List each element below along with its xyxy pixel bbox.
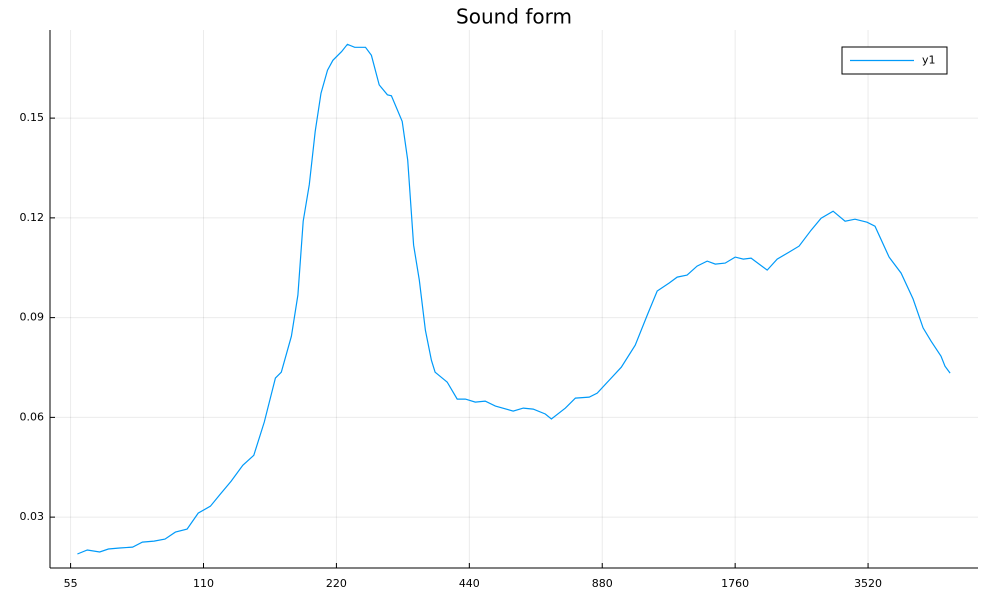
chart-title: Sound form bbox=[456, 5, 572, 29]
legend-label: y1 bbox=[922, 54, 936, 67]
x-tick-label: 3520 bbox=[854, 577, 882, 590]
y-tick-label: 0.06 bbox=[20, 410, 45, 423]
x-tick-label: 440 bbox=[459, 577, 480, 590]
x-tick-label: 220 bbox=[326, 577, 347, 590]
y-tick-label: 0.09 bbox=[20, 311, 45, 324]
x-tick-label: 880 bbox=[592, 577, 613, 590]
x-tick-label: 55 bbox=[64, 577, 78, 590]
x-tick-label: 110 bbox=[193, 577, 214, 590]
x-tick-label: 1760 bbox=[721, 577, 749, 590]
y-tick-label: 0.15 bbox=[20, 111, 45, 124]
y-tick-label: 0.12 bbox=[20, 211, 45, 224]
line bbox=[77, 43, 951, 555]
y-tick-label: 0.03 bbox=[20, 510, 45, 523]
